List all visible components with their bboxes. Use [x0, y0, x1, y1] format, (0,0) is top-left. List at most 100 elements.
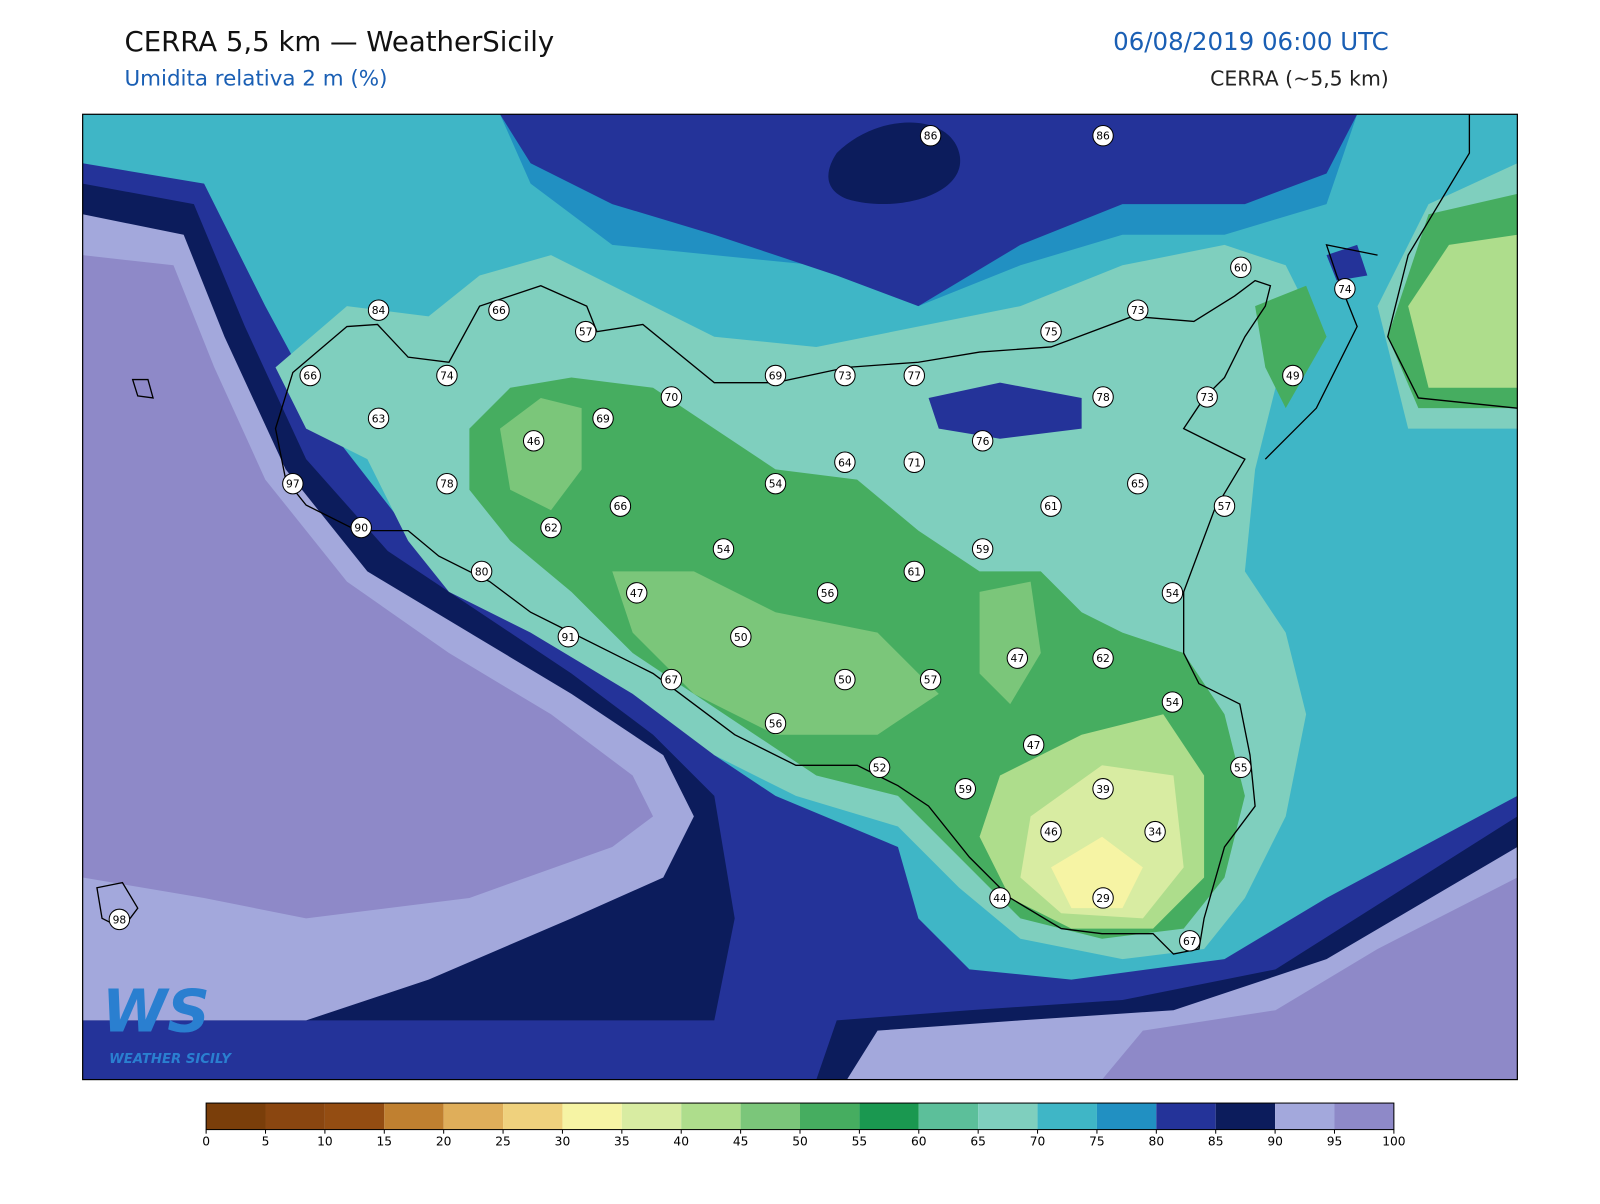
colorbar-tick-label: 5: [262, 1134, 270, 1148]
station-marker: [730, 626, 752, 648]
colorbar-swatch: [265, 1103, 325, 1130]
colorbar-swatch: [621, 1103, 682, 1130]
station-marker: [1040, 820, 1062, 843]
station-value: 52: [873, 761, 887, 774]
map-frame: [82, 113, 1518, 1081]
colorbar-swatch: [324, 1103, 385, 1130]
colorbar-tick-label: 80: [1149, 1134, 1165, 1148]
station-value: 59: [958, 783, 972, 796]
logo-mark: WS: [102, 976, 210, 1045]
station-value: 61: [907, 565, 921, 578]
station-value: 75: [1044, 326, 1058, 339]
colorbar-swatch: [206, 1103, 266, 1130]
colorbar-swatch: [1215, 1103, 1276, 1130]
station-marker: [1230, 256, 1252, 279]
station-value: 55: [1234, 761, 1248, 774]
station-value: 59: [976, 543, 990, 556]
colorbar-tick-label: 25: [495, 1134, 511, 1148]
station-value: 63: [372, 412, 386, 425]
station-marker: [626, 582, 648, 604]
colorbar-tick-label: 55: [852, 1134, 868, 1148]
model-label: CERRA (~5,5 km): [1210, 67, 1389, 91]
station-value: 54: [769, 478, 783, 491]
station-marker: [592, 407, 614, 430]
station-marker: [367, 407, 390, 430]
station-value: 54: [1166, 696, 1180, 709]
colorbar-swatch: [918, 1103, 979, 1130]
station-marker: [903, 364, 925, 387]
station-value: 73: [1131, 304, 1145, 317]
colorbar-swatch: [1096, 1103, 1157, 1130]
colorbar-swatch: [443, 1103, 504, 1130]
colorbar-swatch: [800, 1103, 860, 1130]
station-value: 66: [614, 500, 628, 513]
station-marker: [299, 364, 321, 387]
station-value: 74: [440, 370, 454, 383]
station-marker: [764, 364, 787, 387]
station-marker: [282, 472, 304, 495]
station-value: 97: [286, 478, 300, 491]
station-marker: [350, 516, 372, 539]
colorbar-tick-label: 40: [673, 1134, 689, 1148]
station-marker: [470, 560, 493, 583]
colorbar-tick-label: 20: [436, 1134, 452, 1148]
colorbar-tick-label: 10: [317, 1134, 333, 1148]
colorbar-swatch: [1037, 1103, 1097, 1130]
logo-text: WEATHER SICILY: [109, 1052, 232, 1067]
station-marker: [1022, 734, 1045, 756]
colorbar-swatch: [681, 1103, 741, 1130]
station-marker: [971, 430, 994, 452]
colorbar-swatch: [859, 1103, 919, 1130]
station-value: 74: [1338, 283, 1352, 296]
station-value: 62: [1096, 652, 1110, 665]
station-marker: [660, 668, 683, 691]
station-value: 77: [907, 370, 921, 383]
station-marker: [660, 386, 683, 408]
station-value: 50: [838, 674, 852, 687]
colorbar-tick-label: 65: [970, 1134, 986, 1148]
station-marker: [1092, 647, 1114, 669]
station-value: 65: [1131, 478, 1145, 491]
station-marker: [557, 626, 580, 648]
station-value: 29: [1096, 892, 1110, 905]
station-marker: [1006, 647, 1029, 669]
station-marker: [609, 495, 632, 517]
colorbar-swatch: [1275, 1103, 1335, 1130]
station-marker: [834, 668, 856, 691]
colorbar-tick-label: 35: [614, 1134, 630, 1148]
station-value: 69: [769, 370, 783, 383]
station-value: 44: [993, 892, 1007, 905]
colorbar-swatch: [384, 1103, 444, 1130]
station-value: 91: [562, 631, 576, 644]
humidity-field: [82, 114, 1518, 1080]
station-value: 47: [630, 587, 644, 600]
station-value: 90: [354, 522, 368, 535]
colorbar-tick-label: 70: [1030, 1134, 1046, 1148]
station-value: 80: [475, 565, 489, 578]
station-value: 67: [1183, 935, 1197, 948]
station-value: 71: [907, 456, 921, 469]
station-value: 62: [544, 522, 558, 535]
subtitle: Umidita relativa 2 m (%): [124, 67, 387, 92]
station-value: 47: [1027, 739, 1041, 752]
station-marker: [816, 582, 839, 604]
station-value: 34: [1148, 826, 1162, 839]
colorbar-tick-label: 85: [1208, 1134, 1224, 1148]
station-marker: [712, 538, 735, 560]
station-marker: [1161, 582, 1184, 604]
colorbar: 0 5 10 15 20 25 30 35 40 45 50 55 60 65 70 75 80 85 90 95 10…: [202, 1102, 1406, 1148]
station-value: 56: [769, 717, 783, 730]
station-marker: [367, 299, 390, 321]
station-marker: [919, 125, 942, 147]
station-marker: [919, 668, 942, 691]
station-value: 46: [1044, 826, 1058, 839]
station-value: 47: [1011, 652, 1025, 665]
station-value: 57: [924, 674, 938, 687]
title: CERRA 5,5 km — WeatherSicily: [124, 26, 554, 58]
colorbar-tick-label: 100: [1382, 1134, 1405, 1148]
station-value: 78: [440, 478, 454, 491]
station-marker: [488, 299, 510, 321]
station-marker: [1282, 364, 1304, 387]
station-marker: [971, 538, 994, 560]
station-marker: [764, 472, 787, 495]
